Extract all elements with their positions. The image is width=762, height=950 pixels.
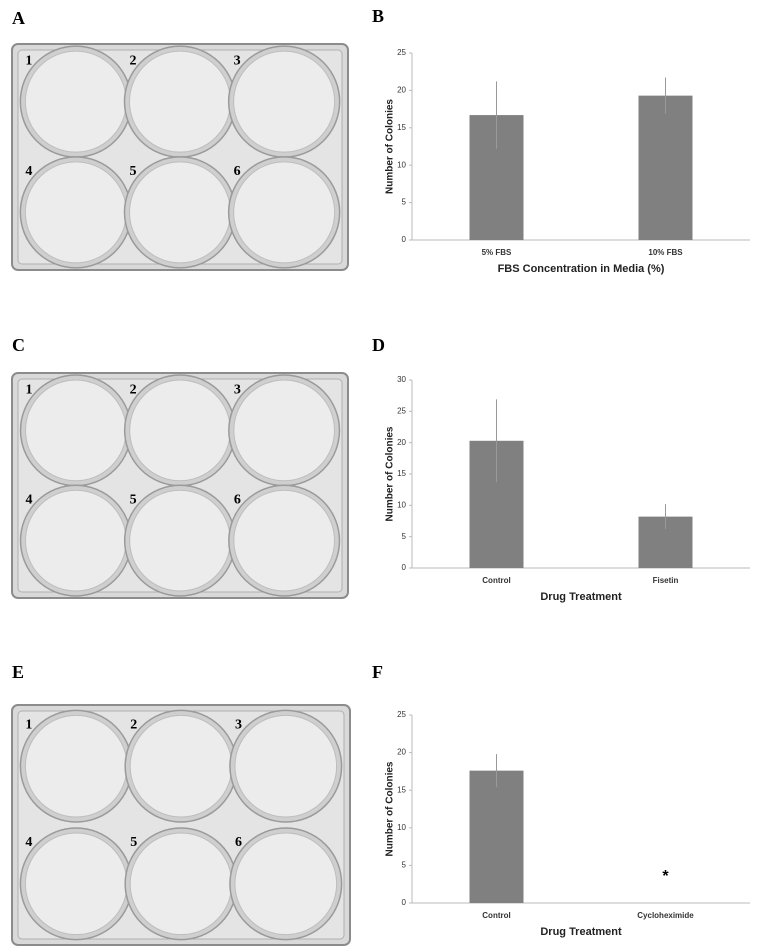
- y-tick-label: 0: [402, 235, 407, 244]
- x-tick-label: Control: [482, 576, 510, 585]
- well-label: 6: [234, 164, 241, 179]
- y-tick-label: 15: [397, 469, 406, 478]
- well-inner: [24, 832, 128, 936]
- y-axis-label: Number of Colonies: [385, 761, 396, 856]
- panel-label: A: [12, 8, 25, 28]
- well-inner: [233, 161, 336, 264]
- well-inner: [129, 832, 233, 936]
- y-tick-label: 20: [397, 86, 406, 95]
- well-inner: [129, 161, 231, 264]
- x-axis-label: Drug Treatment: [540, 591, 622, 603]
- y-tick-label: 15: [397, 123, 406, 132]
- annotation: *: [662, 868, 669, 885]
- y-tick-label: 30: [397, 375, 406, 384]
- y-tick-label: 5: [402, 861, 407, 870]
- well-label: 4: [25, 835, 32, 850]
- y-tick-label: 5: [402, 532, 407, 541]
- x-tick-label: 10% FBS: [648, 248, 683, 257]
- panel-label: F: [372, 662, 383, 682]
- y-tick-label: 25: [397, 710, 406, 719]
- well-inner: [129, 379, 231, 482]
- x-tick-label: Cycloheximide: [637, 911, 694, 920]
- bar: [469, 770, 524, 903]
- y-tick-label: 10: [397, 823, 406, 832]
- bar: [638, 95, 693, 240]
- well-inner: [129, 50, 231, 153]
- well-inner: [24, 50, 127, 153]
- x-tick-label: 5% FBS: [482, 248, 512, 257]
- well-inner: [233, 50, 336, 153]
- well-label: 4: [25, 164, 32, 179]
- y-tick-label: 10: [397, 500, 406, 509]
- well-label: 6: [235, 835, 242, 850]
- well-label: 5: [130, 493, 137, 508]
- panel-label: B: [372, 6, 384, 26]
- y-axis-label: Number of Colonies: [385, 426, 396, 521]
- well-inner: [234, 714, 338, 818]
- y-tick-label: 20: [397, 748, 406, 757]
- well-label: 1: [26, 382, 33, 397]
- well-label: 6: [234, 493, 241, 508]
- x-tick-label: Fisetin: [653, 576, 679, 585]
- x-axis-label: FBS Concentration in Media (%): [498, 263, 665, 275]
- panel-label: D: [372, 335, 385, 355]
- well-label: 3: [235, 718, 242, 733]
- well-label: 5: [130, 164, 137, 179]
- y-tick-label: 25: [397, 406, 406, 415]
- y-tick-label: 15: [397, 785, 406, 794]
- well-inner: [24, 161, 127, 264]
- well-label: 2: [130, 53, 137, 68]
- y-tick-label: 0: [402, 563, 407, 572]
- well-inner: [234, 832, 338, 936]
- well-inner: [129, 489, 231, 592]
- well-label: 5: [130, 835, 137, 850]
- panel-label: E: [12, 662, 24, 682]
- y-tick-label: 0: [402, 898, 407, 907]
- well-inner: [25, 489, 127, 592]
- y-tick-label: 25: [397, 48, 406, 57]
- well-inner: [233, 379, 335, 482]
- y-axis-label: Number of Colonies: [385, 99, 396, 194]
- well-inner: [25, 379, 127, 482]
- well-inner: [24, 714, 128, 818]
- well-label: 4: [26, 493, 33, 508]
- x-axis-label: Drug Treatment: [540, 926, 622, 938]
- y-tick-label: 5: [402, 198, 407, 207]
- y-tick-label: 10: [397, 160, 406, 169]
- well-label: 1: [25, 53, 32, 68]
- y-tick-label: 20: [397, 438, 406, 447]
- well-label: 1: [25, 718, 32, 733]
- well-inner: [233, 489, 335, 592]
- well-label: 2: [130, 382, 137, 397]
- x-tick-label: Control: [482, 911, 510, 920]
- well-label: 3: [234, 382, 241, 397]
- well-label: 3: [234, 53, 241, 68]
- well-inner: [129, 714, 233, 818]
- panel-label: C: [12, 335, 25, 355]
- well-label: 2: [130, 718, 137, 733]
